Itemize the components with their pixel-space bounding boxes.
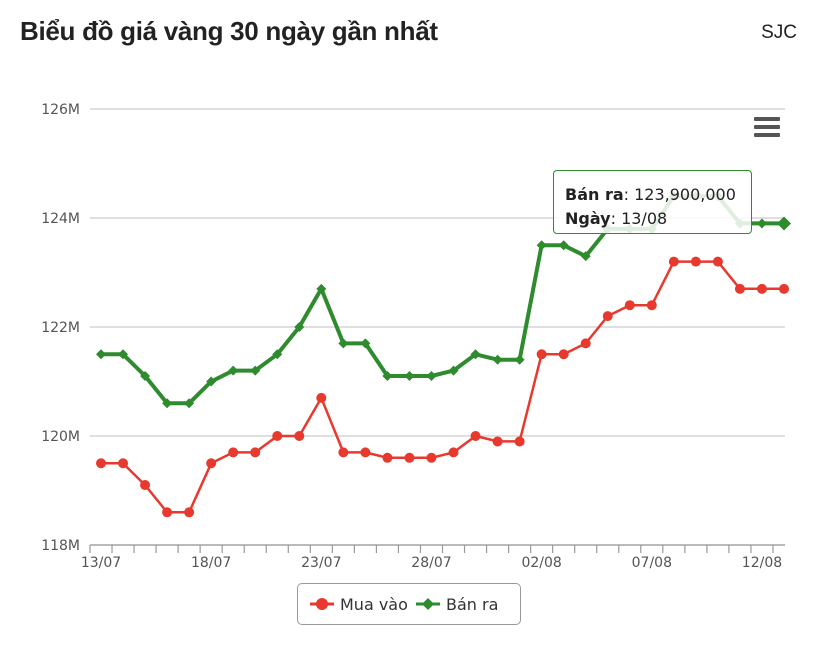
y-tick-label: 120M	[41, 429, 80, 445]
y-tick-label: 124M	[41, 211, 80, 227]
data-point[interactable]	[360, 338, 371, 349]
data-point[interactable]	[404, 452, 415, 463]
data-point[interactable]	[316, 392, 327, 403]
data-point[interactable]	[668, 256, 679, 267]
legend-item-mua-vao[interactable]: Mua vào	[310, 584, 408, 624]
series-markers	[96, 191, 791, 518]
x-tick-label: 28/07	[411, 555, 451, 571]
chart-legend: Mua vào Bán ra	[297, 583, 521, 625]
data-point[interactable]	[162, 507, 173, 518]
data-point[interactable]	[536, 240, 547, 251]
data-point[interactable]	[712, 256, 723, 267]
y-tick-label: 122M	[41, 320, 80, 336]
x-tick-label: 23/07	[301, 555, 341, 571]
data-point[interactable]	[492, 354, 503, 365]
data-point[interactable]	[272, 431, 283, 441]
data-point[interactable]	[96, 458, 106, 469]
chart-tooltip: Bán ra: 123,900,000 Ngày: 13/08	[553, 170, 752, 234]
data-point[interactable]	[140, 480, 151, 491]
data-point[interactable]	[536, 349, 547, 360]
data-point[interactable]	[382, 371, 393, 382]
tooltip-series-label: Bán ra	[565, 185, 624, 204]
data-point[interactable]	[514, 354, 525, 365]
tooltip-value: 123,900,000	[634, 185, 736, 204]
data-point[interactable]	[470, 431, 481, 441]
legend-item-ban-ra[interactable]: Bán ra	[416, 584, 498, 624]
data-point[interactable]	[162, 398, 173, 409]
series-lines	[101, 194, 784, 514]
data-point[interactable]	[602, 311, 613, 322]
data-point[interactable]	[316, 283, 327, 294]
data-point[interactable]	[228, 447, 239, 458]
data-point[interactable]	[558, 240, 569, 251]
x-tick-label: 13/07	[81, 555, 121, 571]
data-point[interactable]	[580, 251, 591, 262]
data-point[interactable]	[777, 216, 791, 231]
legend-label-ban-ra: Bán ra	[446, 594, 499, 614]
data-point[interactable]	[228, 365, 239, 376]
legend-diamond-icon	[416, 598, 440, 610]
data-point[interactable]	[580, 338, 591, 349]
data-point[interactable]	[272, 349, 283, 360]
data-point[interactable]	[514, 436, 525, 447]
x-axis: 13/07 18/07 23/07 28/07 02/08 07/08 12/08	[81, 544, 785, 571]
data-point[interactable]	[448, 447, 459, 458]
data-point[interactable]	[426, 452, 437, 463]
tooltip-date-label: Ngày	[565, 209, 611, 228]
data-point[interactable]	[426, 371, 437, 382]
data-point[interactable]	[118, 349, 129, 360]
data-point[interactable]	[206, 376, 217, 387]
data-point[interactable]	[404, 371, 415, 382]
legend-circle-icon	[310, 598, 334, 610]
data-point[interactable]	[96, 349, 106, 360]
data-point[interactable]	[558, 349, 569, 360]
data-point[interactable]	[360, 447, 371, 458]
data-point[interactable]	[492, 436, 503, 447]
x-tick-label: 07/08	[632, 555, 672, 571]
y-axis-ticks: 118M 120M 122M 124M 126M	[41, 102, 80, 554]
data-point[interactable]	[206, 458, 217, 469]
chart-title: Biểu đồ giá vàng 30 ngày gần nhất	[20, 16, 438, 46]
x-tick-label: 12/08	[742, 555, 782, 571]
data-point[interactable]	[250, 447, 261, 458]
data-point[interactable]	[140, 371, 151, 382]
data-point[interactable]	[734, 283, 745, 294]
x-tick-label: 02/08	[521, 555, 561, 571]
data-point[interactable]	[756, 218, 767, 229]
data-point[interactable]	[184, 507, 195, 518]
data-point[interactable]	[690, 256, 701, 267]
tooltip-date: 13/08	[621, 209, 668, 228]
data-point[interactable]	[338, 447, 349, 458]
data-point[interactable]	[294, 322, 305, 332]
brand-label: SJC	[761, 22, 797, 43]
data-point[interactable]	[646, 300, 657, 311]
data-point[interactable]	[338, 338, 349, 349]
data-point[interactable]	[382, 452, 393, 463]
hamburger-menu-icon[interactable]	[754, 117, 780, 139]
y-tick-label: 126M	[41, 102, 80, 118]
x-tick-label: 18/07	[191, 555, 231, 571]
data-point[interactable]	[294, 431, 305, 441]
data-point[interactable]	[118, 458, 129, 469]
data-point[interactable]	[184, 398, 195, 409]
data-point[interactable]	[779, 283, 789, 294]
data-point[interactable]	[448, 365, 459, 376]
y-tick-label: 118M	[41, 538, 80, 554]
data-point[interactable]	[756, 283, 767, 294]
data-point[interactable]	[624, 300, 635, 311]
data-point[interactable]	[470, 349, 481, 360]
data-point[interactable]	[250, 365, 261, 376]
legend-label-mua-vao: Mua vào	[340, 594, 408, 614]
